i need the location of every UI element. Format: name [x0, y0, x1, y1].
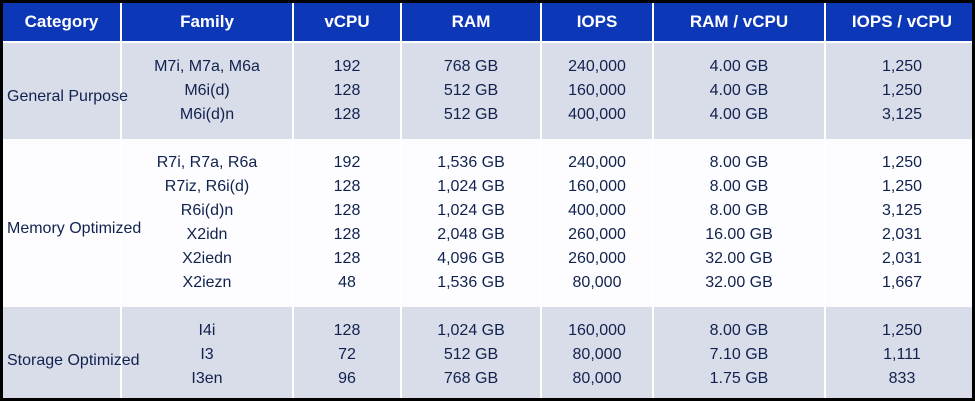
cell-vcpu: 128	[293, 103, 402, 139]
cell-ram: 512 GB	[401, 103, 542, 139]
instance-spec-table: Category Family vCPU RAM IOPS RAM / vCPU IOPS …	[3, 3, 972, 398]
table-row: Memory Optimized R7i, R7a, R6a 192 1,536 GB…	[3, 139, 972, 307]
cell-iops-per-vcpu: 1,250	[825, 175, 972, 199]
cell-iops: 260,000	[541, 223, 654, 247]
table-row: Storage Optimized I4i 128 1,024 GB 160,000 8.…	[3, 307, 972, 398]
cell-iops-per-vcpu: 1,250	[825, 307, 972, 343]
cell-iops: 400,000	[541, 199, 654, 223]
cell-family: I3	[121, 343, 294, 367]
cell-iops: 260,000	[541, 247, 654, 271]
table-row: I3 72 512 GB 80,000 7.10 GB 1,111	[3, 343, 972, 367]
table-row: M6i(d) 128 512 GB 160,000 4.00 GB 1,250	[3, 79, 972, 103]
cell-family: I4i	[121, 307, 294, 343]
cell-ram: 512 GB	[401, 343, 542, 367]
cell-iops: 240,000	[541, 139, 654, 175]
cell-vcpu: 128	[293, 307, 402, 343]
column-header: RAM	[401, 3, 542, 43]
cell-iops: 160,000	[541, 79, 654, 103]
cell-iops-per-vcpu: 2,031	[825, 247, 972, 271]
cell-ram-per-vcpu: 8.00 GB	[653, 139, 826, 175]
cell-ram-per-vcpu: 4.00 GB	[653, 103, 826, 139]
cell-ram: 1,536 GB	[401, 271, 542, 307]
cell-family: M7i, M7a, M6a	[121, 42, 294, 79]
cell-vcpu: 128	[293, 247, 402, 271]
cell-ram-per-vcpu: 32.00 GB	[653, 247, 826, 271]
cell-ram: 768 GB	[401, 42, 542, 79]
cell-vcpu: 48	[293, 271, 402, 307]
cell-family: I3en	[121, 367, 294, 398]
table-row: I3en 96 768 GB 80,000 1.75 GB 833	[3, 367, 972, 398]
cell-ram-per-vcpu: 32.00 GB	[653, 271, 826, 307]
cell-ram: 768 GB	[401, 367, 542, 398]
cell-iops: 160,000	[541, 307, 654, 343]
category-cell: Storage Optimized	[3, 307, 140, 398]
cell-iops-per-vcpu: 833	[825, 367, 972, 398]
cell-family: M6i(d)	[121, 79, 294, 103]
column-header: Category	[3, 3, 122, 43]
cell-family: R7iz, R6i(d)	[121, 175, 294, 199]
column-header: RAM / vCPU	[653, 3, 826, 43]
cell-ram-per-vcpu: 16.00 GB	[653, 223, 826, 247]
cell-ram: 1,024 GB	[401, 307, 542, 343]
cell-ram: 1,536 GB	[401, 139, 542, 175]
cell-ram: 512 GB	[401, 79, 542, 103]
cell-family: X2iezn	[121, 271, 294, 307]
cell-vcpu: 192	[293, 139, 402, 175]
cell-vcpu: 72	[293, 343, 402, 367]
cell-ram-per-vcpu: 8.00 GB	[653, 307, 826, 343]
cell-iops: 80,000	[541, 367, 654, 398]
table-row: General Purpose M7i, M7a, M6a 192 768 GB 240…	[3, 42, 972, 139]
table-row: R7iz, R6i(d) 128 1,024 GB 160,000 8.00 GB 1,2…	[3, 175, 972, 199]
cell-iops-per-vcpu: 1,250	[825, 139, 972, 175]
column-header: IOPS	[541, 3, 654, 43]
cell-ram-per-vcpu: 8.00 GB	[653, 175, 826, 199]
cell-vcpu: 128	[293, 79, 402, 103]
category-cell: General Purpose	[3, 42, 128, 139]
cell-vcpu: 192	[293, 42, 402, 79]
category-cell: Memory Optimized	[3, 139, 141, 307]
cell-ram: 1,024 GB	[401, 175, 542, 199]
cell-ram-per-vcpu: 8.00 GB	[653, 199, 826, 223]
cell-family: X2idn	[121, 223, 294, 247]
cell-ram-per-vcpu: 4.00 GB	[653, 79, 826, 103]
cell-vcpu: 128	[293, 175, 402, 199]
column-header: IOPS / vCPU	[825, 3, 972, 43]
cell-iops: 160,000	[541, 175, 654, 199]
cell-iops: 80,000	[541, 271, 654, 307]
cell-ram: 2,048 GB	[401, 223, 542, 247]
cell-iops-per-vcpu: 3,125	[825, 199, 972, 223]
cell-ram-per-vcpu: 7.10 GB	[653, 343, 826, 367]
cell-iops: 400,000	[541, 103, 654, 139]
cell-iops: 80,000	[541, 343, 654, 367]
cell-iops-per-vcpu: 2,031	[825, 223, 972, 247]
cell-family: M6i(d)n	[121, 103, 294, 139]
column-header: vCPU	[293, 3, 402, 43]
cell-iops-per-vcpu: 3,125	[825, 103, 972, 139]
cell-ram-per-vcpu: 1.75 GB	[653, 367, 826, 398]
cell-vcpu: 96	[293, 367, 402, 398]
table-row: M6i(d)n 128 512 GB 400,000 4.00 GB 3,125	[3, 103, 972, 139]
cell-iops-per-vcpu: 1,111	[825, 343, 972, 367]
cell-vcpu: 128	[293, 199, 402, 223]
table-row: R6i(d)n 128 1,024 GB 400,000 8.00 GB 3,125	[3, 199, 972, 223]
table-row: X2idn 128 2,048 GB 260,000 16.00 GB 2,031	[3, 223, 972, 247]
cell-vcpu: 128	[293, 223, 402, 247]
column-header: Family	[121, 3, 294, 43]
cell-iops-per-vcpu: 1,250	[825, 42, 972, 79]
cell-family: X2iedn	[121, 247, 294, 271]
table-body: General Purpose M7i, M7a, M6a 192 768 GB 240…	[3, 42, 972, 398]
table-row: X2iedn 128 4,096 GB 260,000 32.00 GB 2,031	[3, 247, 972, 271]
cell-family: R6i(d)n	[121, 199, 294, 223]
cell-ram: 4,096 GB	[401, 247, 542, 271]
cell-ram-per-vcpu: 4.00 GB	[653, 42, 826, 79]
cell-iops-per-vcpu: 1,250	[825, 79, 972, 103]
cell-iops-per-vcpu: 1,667	[825, 271, 972, 307]
table-header-row: Category Family vCPU RAM IOPS RAM / vCPU IOPS …	[3, 3, 972, 43]
cell-ram: 1,024 GB	[401, 199, 542, 223]
table-row: X2iezn 48 1,536 GB 80,000 32.00 GB 1,667	[3, 271, 972, 307]
cell-family: R7i, R7a, R6a	[121, 139, 294, 175]
cell-iops: 240,000	[541, 42, 654, 79]
